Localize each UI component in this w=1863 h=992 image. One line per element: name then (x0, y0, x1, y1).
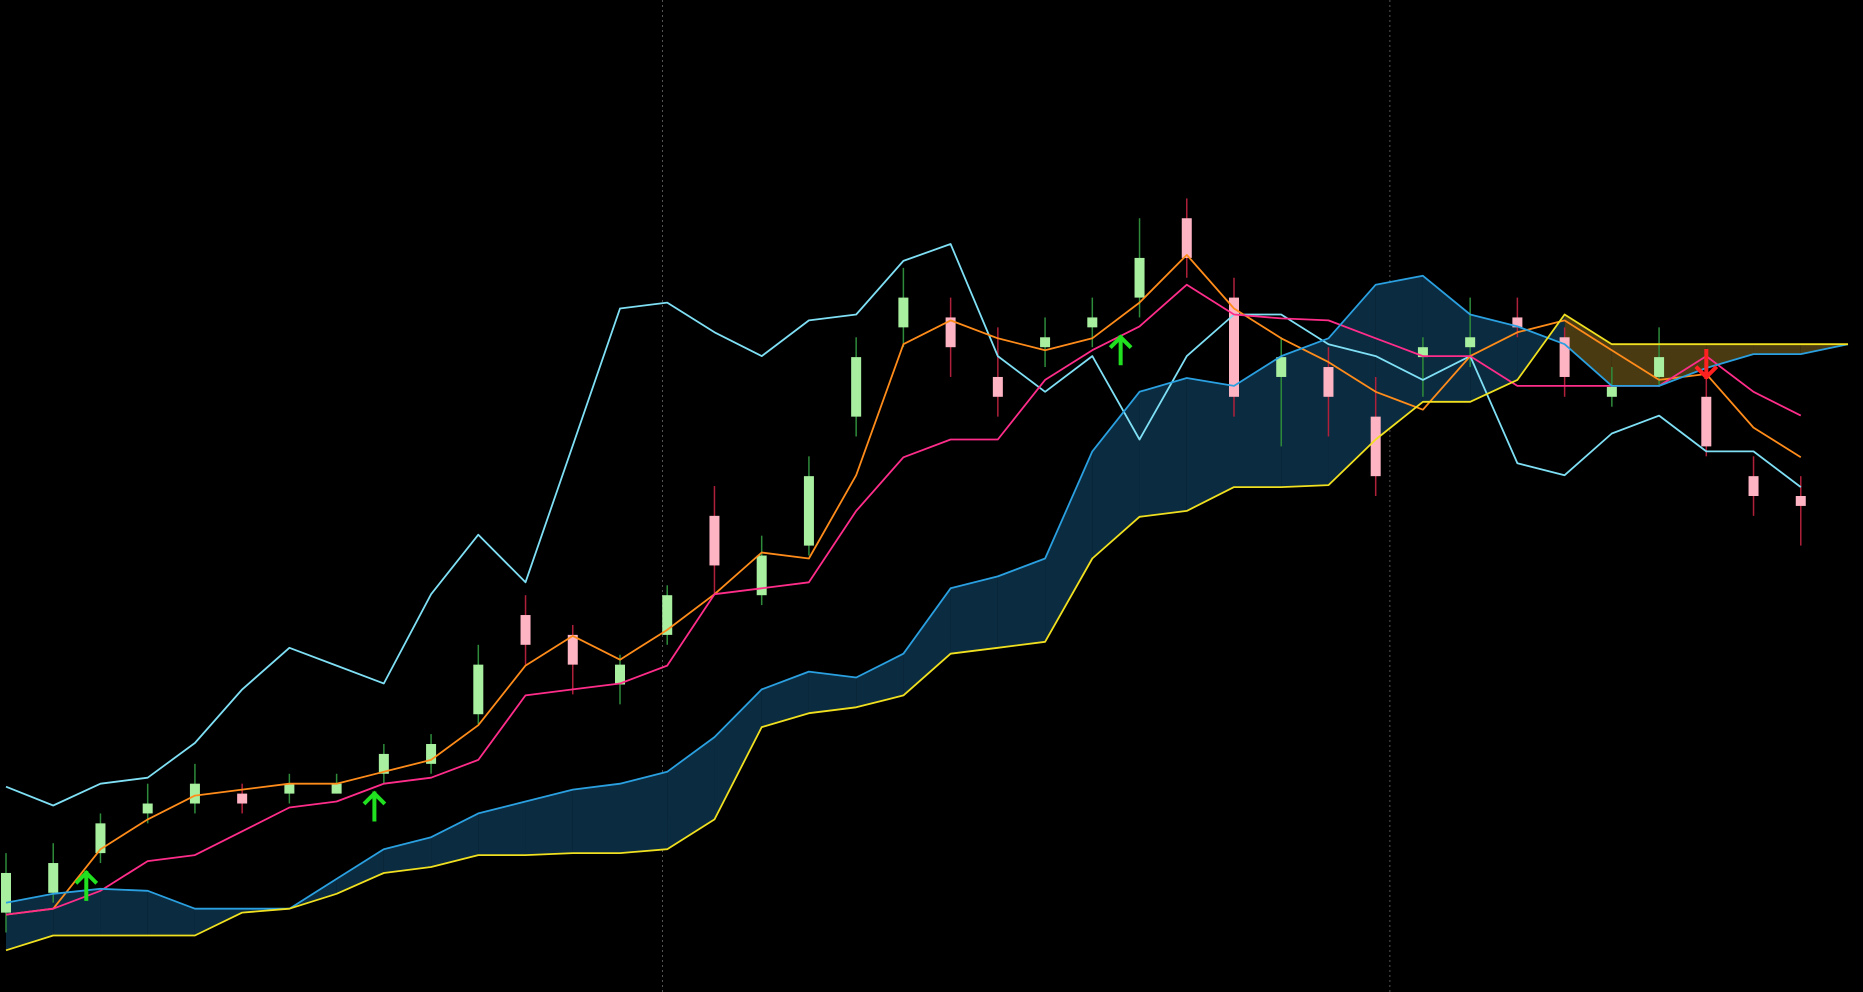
cloud (1564, 314, 1612, 386)
candle-body (1559, 337, 1570, 377)
candle-body (473, 664, 484, 715)
candle-body (1417, 347, 1428, 358)
candle-body (1040, 337, 1051, 348)
line-tenkan (5, 254, 1802, 916)
cloud (478, 801, 526, 856)
candle-body (709, 515, 720, 566)
buy-arrow (74, 870, 99, 901)
candle-body (898, 297, 909, 328)
candle-body (237, 793, 248, 804)
line-span-b (5, 313, 1848, 952)
candle-body (1606, 386, 1617, 397)
line-chikou (5, 243, 1802, 807)
candle-body (567, 634, 578, 665)
candle-body (1134, 257, 1145, 298)
candle-body (615, 664, 625, 685)
cloud (6, 893, 54, 951)
candle-body (1, 872, 11, 913)
buy-arrow (1108, 334, 1133, 366)
candle-body (378, 753, 389, 774)
cloud (1753, 344, 1801, 355)
cloud (1706, 344, 1754, 369)
candle-body (1229, 297, 1239, 397)
cloud (856, 653, 904, 708)
candle-body (992, 376, 1003, 397)
cloud (997, 558, 1046, 648)
candle-body (1795, 496, 1806, 506)
line-kijun (5, 283, 1802, 916)
candle-body (756, 555, 767, 596)
buy-arrow (362, 790, 387, 822)
cloud (620, 771, 668, 854)
cloud (1659, 344, 1707, 386)
cloud (903, 588, 951, 696)
candle-body (142, 803, 153, 814)
candle-body (284, 783, 295, 794)
candle-body (1370, 416, 1381, 477)
cloud (714, 689, 762, 820)
candle-body (520, 615, 531, 645)
candle-body (189, 783, 200, 804)
cloud (950, 576, 998, 654)
candle-body (1181, 218, 1192, 258)
cloud (808, 671, 857, 714)
cloud (336, 849, 384, 894)
candle-body (426, 744, 437, 764)
cloud (667, 737, 715, 850)
cloud (525, 789, 573, 856)
cloud (572, 783, 620, 854)
cloud (1186, 377, 1234, 511)
cloud (100, 888, 148, 936)
cloud (1045, 451, 1093, 642)
candle-body (1465, 337, 1476, 348)
cloud (1092, 391, 1140, 559)
candle-body (945, 317, 956, 348)
candle-body (1701, 396, 1712, 447)
candle-body (95, 823, 106, 854)
line-span-a (5, 274, 1849, 910)
candle-body (331, 783, 342, 794)
candle-body (851, 357, 862, 417)
cloud (1139, 377, 1187, 517)
cloud (1281, 338, 1329, 488)
cloud (53, 888, 101, 936)
cloud (1234, 356, 1282, 488)
candle-body (48, 863, 59, 893)
cloud (1328, 284, 1376, 486)
cloud (1470, 314, 1518, 402)
candle-body (1323, 367, 1334, 397)
sell-arrow (1694, 349, 1719, 380)
cloud (431, 813, 479, 868)
candle-body (1654, 357, 1665, 377)
candle-body (1276, 357, 1287, 377)
cloud (194, 908, 243, 936)
candle-body (1087, 317, 1098, 328)
candle-body (803, 476, 814, 546)
cloud (147, 890, 195, 936)
candle-body (662, 595, 673, 635)
cloud (1375, 275, 1423, 440)
candle-body (1512, 317, 1523, 328)
candle-body (1748, 476, 1759, 496)
